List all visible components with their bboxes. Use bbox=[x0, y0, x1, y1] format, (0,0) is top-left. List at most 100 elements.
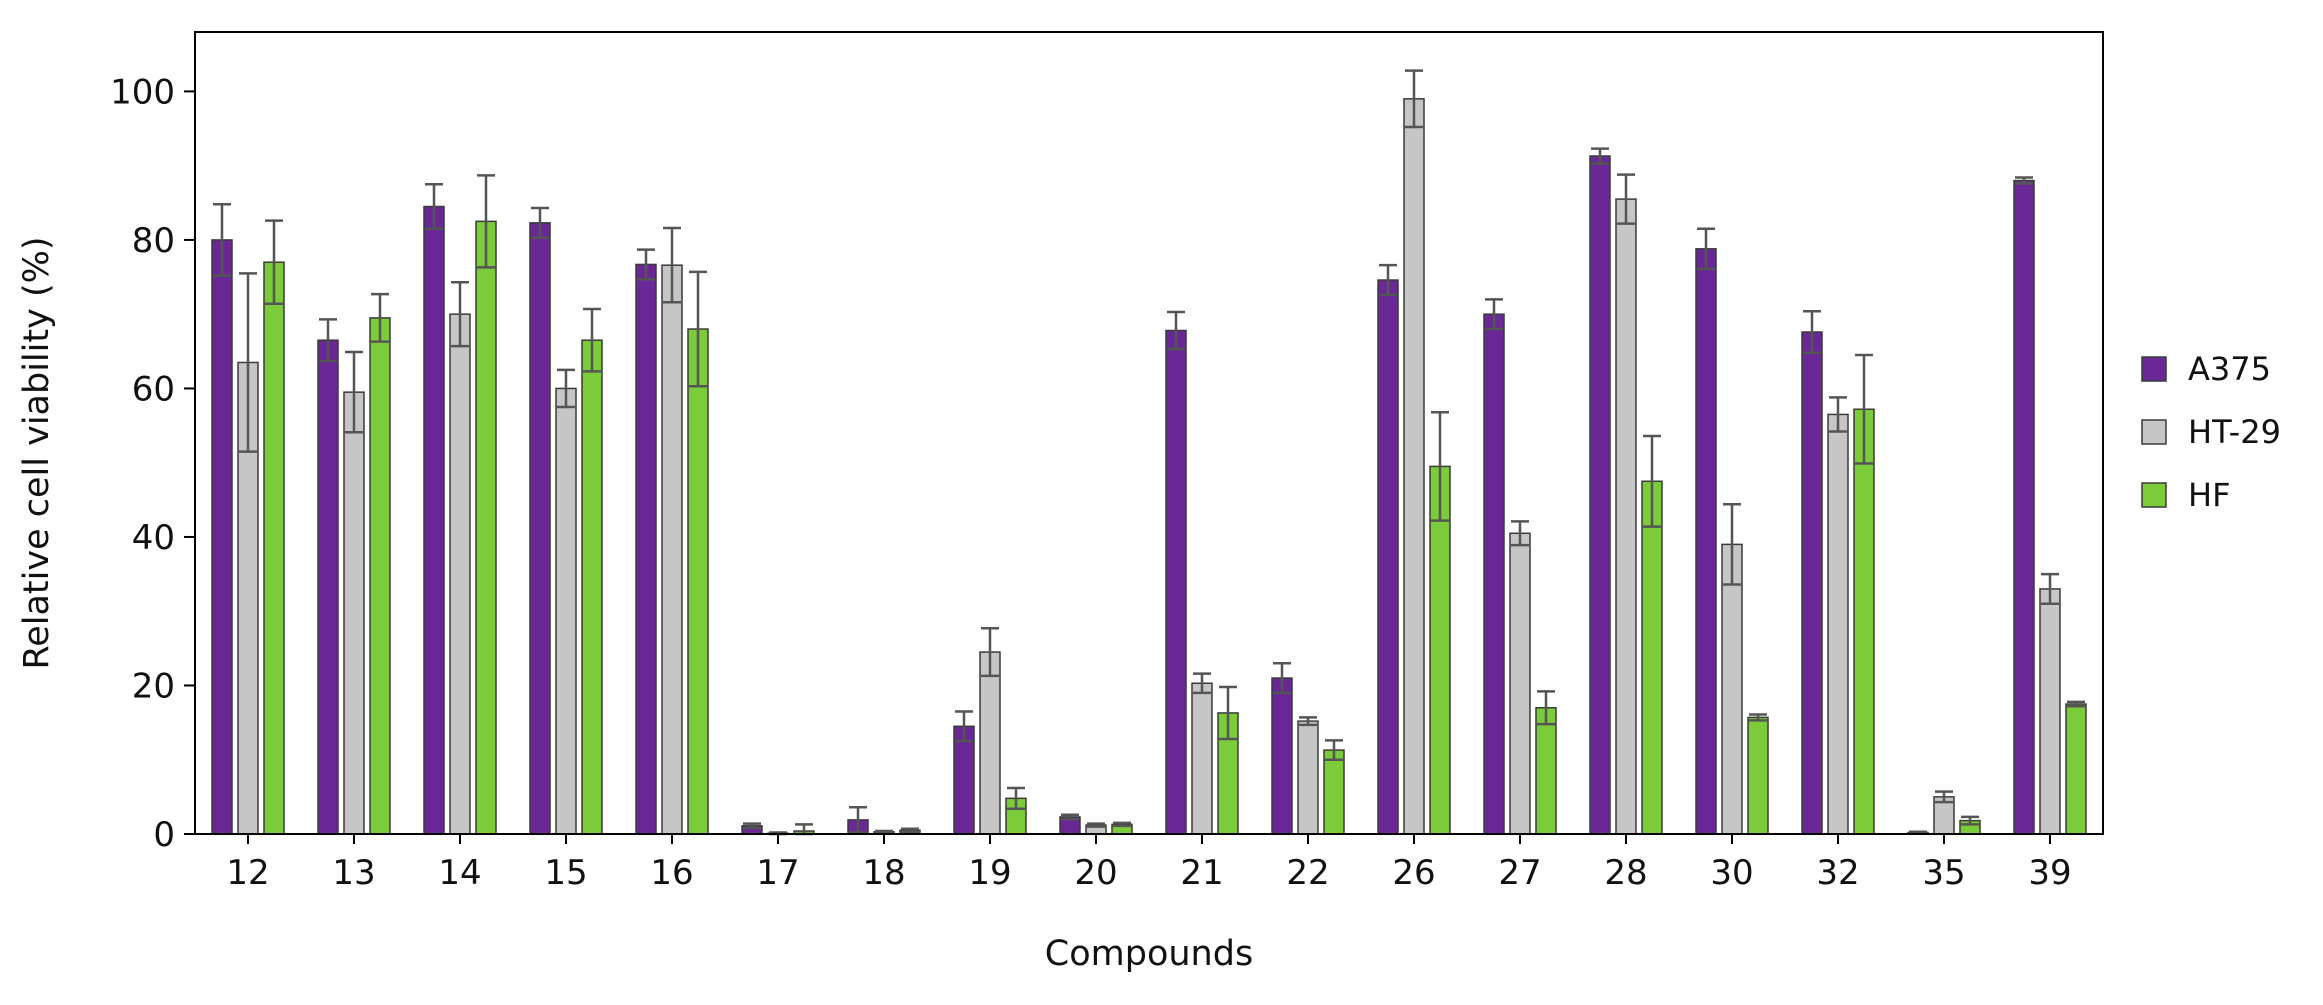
x-tick-label: 16 bbox=[650, 853, 693, 893]
error-bar bbox=[1935, 790, 1953, 804]
bar bbox=[1191, 682, 1213, 835]
bar bbox=[475, 220, 497, 835]
error-bar bbox=[743, 822, 761, 830]
x-tick-label: 14 bbox=[438, 853, 481, 893]
y-tick-label: 60 bbox=[132, 369, 175, 409]
error-bar bbox=[981, 627, 999, 678]
bar bbox=[1403, 98, 1425, 835]
bar bbox=[2065, 703, 2087, 835]
error-bar bbox=[1273, 661, 1291, 695]
error-bar bbox=[557, 368, 575, 409]
error-bar bbox=[1591, 147, 1609, 165]
y-axis-title: Relative cell viability (%) bbox=[17, 236, 57, 669]
y-tick-label: 40 bbox=[132, 518, 175, 558]
x-tick-label: 22 bbox=[1286, 853, 1329, 893]
legend-label: HT-29 bbox=[2188, 413, 2281, 451]
legend: A375 HT-29 HF bbox=[2141, 350, 2281, 514]
error-bar bbox=[1299, 716, 1317, 727]
bar bbox=[529, 222, 551, 835]
x-tick-label: 32 bbox=[1816, 853, 1859, 893]
error-bar bbox=[319, 318, 337, 363]
x-tick-label: 26 bbox=[1392, 853, 1435, 893]
bar bbox=[635, 263, 657, 835]
error-bar bbox=[1537, 690, 1555, 726]
bar bbox=[1641, 480, 1663, 835]
x-tick-label: 12 bbox=[226, 853, 269, 893]
y-tick-label: 100 bbox=[110, 72, 175, 112]
bar bbox=[2039, 588, 2061, 835]
y-tick-label: 80 bbox=[132, 221, 175, 261]
y-axis: 0 20 40 60 80 100 bbox=[110, 72, 195, 855]
error-bar bbox=[1405, 69, 1423, 129]
error-bar bbox=[875, 829, 893, 834]
x-tick-label: 17 bbox=[756, 853, 799, 893]
error-bar bbox=[1961, 815, 1979, 826]
bar bbox=[1853, 408, 1875, 835]
bar bbox=[661, 264, 683, 835]
plot-frame bbox=[194, 31, 2104, 835]
legend-swatch bbox=[2141, 356, 2167, 382]
y-tick-label: 0 bbox=[153, 815, 175, 855]
bar bbox=[1801, 331, 1823, 835]
error-bar bbox=[2041, 572, 2059, 606]
error-bar bbox=[637, 248, 655, 281]
x-tick-label: 18 bbox=[862, 853, 905, 893]
error-bar bbox=[583, 307, 601, 373]
error-bar bbox=[1431, 410, 1449, 522]
x-tick-label: 39 bbox=[2028, 853, 2071, 893]
error-bar bbox=[345, 350, 363, 434]
error-bar bbox=[239, 272, 257, 453]
bar bbox=[1377, 279, 1399, 835]
bar bbox=[449, 313, 471, 835]
bar bbox=[343, 391, 365, 835]
error-bars-layer bbox=[213, 69, 2085, 836]
error-bar bbox=[371, 292, 389, 343]
error-bar bbox=[451, 281, 469, 348]
x-tick-label: 19 bbox=[968, 853, 1011, 893]
x-axis: 12 13 14 15 16 17 18 19 20 21 22 26 27 28 30 32 35 39 bbox=[226, 834, 2072, 893]
bar bbox=[263, 261, 285, 835]
error-bar bbox=[425, 182, 443, 231]
error-bar bbox=[1643, 434, 1661, 528]
error-bar bbox=[1325, 739, 1343, 761]
error-bar bbox=[477, 174, 495, 269]
bar bbox=[1747, 716, 1769, 835]
x-tick-label: 27 bbox=[1498, 853, 1541, 893]
error-bar bbox=[1379, 263, 1397, 297]
error-bar bbox=[1749, 713, 1767, 722]
bar bbox=[423, 205, 445, 835]
error-bar bbox=[2067, 700, 2085, 708]
x-tick-label: 28 bbox=[1604, 853, 1647, 893]
error-bar bbox=[1167, 310, 1185, 351]
legend-swatch bbox=[2141, 482, 2167, 508]
legend-label: HF bbox=[2188, 476, 2230, 514]
bar bbox=[369, 317, 391, 835]
error-bar bbox=[1087, 822, 1105, 828]
bar bbox=[2013, 179, 2035, 835]
error-bar bbox=[849, 806, 867, 834]
bar bbox=[1827, 413, 1849, 835]
bar bbox=[1695, 248, 1717, 835]
bar bbox=[953, 725, 975, 835]
bar bbox=[1589, 155, 1611, 835]
error-bar bbox=[955, 710, 973, 743]
y-tick-label: 20 bbox=[132, 666, 175, 706]
error-bar bbox=[663, 226, 681, 304]
bar bbox=[1535, 707, 1557, 835]
x-tick-label: 13 bbox=[332, 853, 375, 893]
error-bar bbox=[213, 203, 231, 277]
error-bar bbox=[1723, 503, 1741, 586]
x-tick-label: 21 bbox=[1180, 853, 1223, 893]
bar bbox=[1721, 543, 1743, 835]
legend-label: A375 bbox=[2188, 350, 2271, 388]
error-bar bbox=[1617, 173, 1635, 225]
bar bbox=[211, 239, 233, 835]
bar bbox=[1165, 329, 1187, 835]
error-bar bbox=[901, 827, 919, 834]
error-bar bbox=[689, 270, 707, 388]
error-bar bbox=[1007, 786, 1025, 811]
error-bar bbox=[1061, 813, 1079, 821]
bar bbox=[1483, 313, 1505, 835]
error-bar bbox=[1855, 353, 1873, 465]
